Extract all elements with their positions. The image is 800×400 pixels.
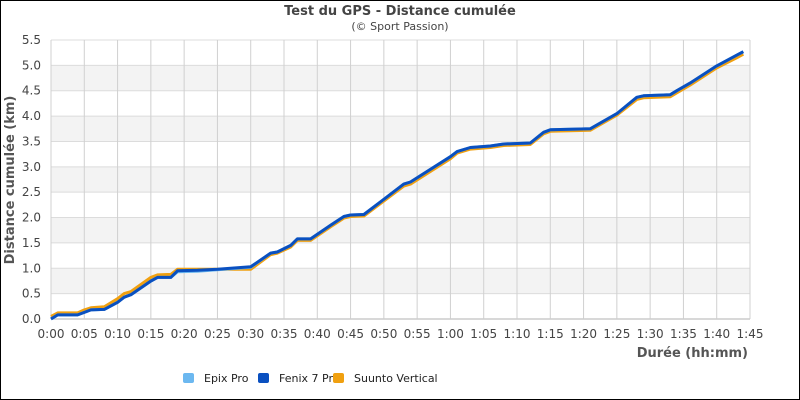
legend-label: Epix Pro [204,372,249,385]
y-tick-label: 0.5 [22,287,41,301]
x-tick-label: 0:20 [171,327,198,341]
y-tick-label: 5.5 [22,33,41,47]
chart-title: Test du GPS - Distance cumulée [284,4,516,19]
x-tick-label: 0:50 [370,327,397,341]
y-axis-label: Distance cumulée (km) [3,96,18,265]
x-tick-label: 1:20 [570,327,597,341]
x-tick-label: 0:55 [404,327,431,341]
x-tick-label: 1:45 [737,327,764,341]
x-tick-label: 0:10 [104,327,131,341]
chart-subtitle: (© Sport Passion) [351,20,448,33]
grid-band [51,268,750,294]
x-tick-label: 0:40 [304,327,331,341]
series-line-fenix-7-pro [50,50,745,321]
x-tick-label: 0:45 [337,327,364,341]
x-tick-label: 0:35 [271,327,298,341]
grid-band [51,65,750,91]
y-tick-label: 2.0 [22,211,41,225]
y-tick-label: 3.0 [22,160,41,174]
grid-band [51,116,750,142]
x-tick-label: 1:25 [603,327,630,341]
x-tick-label: 1:05 [470,327,497,341]
legend-label: Suunto Vertical [354,372,438,385]
y-tick-label: 5.0 [22,58,41,72]
x-tick-label: 0:15 [137,327,164,341]
x-tick-label: 1:10 [504,327,531,341]
y-tick-label: 4.0 [22,109,41,123]
legend-swatch [333,373,344,383]
x-tick-label: 0:25 [204,327,231,341]
x-axis-label: Durée (hh:mm) [637,346,748,361]
y-tick-label: 4.5 [22,84,41,98]
legend-label: Fenix 7 Pro [279,372,340,385]
grid-band [51,217,750,243]
x-tick-label: 1:30 [637,327,664,341]
x-tick-label: 1:00 [437,327,464,341]
x-tick-label: 1:35 [670,327,697,341]
x-tick-label: 1:15 [537,327,564,341]
legend-swatch [183,373,194,383]
y-tick-label: 0.0 [22,312,41,326]
y-tick-label: 1.5 [22,236,41,250]
y-tick-label: 1.0 [22,261,41,275]
y-tick-label: 3.5 [22,134,41,148]
x-tick-label: 1:40 [703,327,730,341]
x-tick-label: 0:00 [38,327,65,341]
x-tick-label: 0:05 [71,327,98,341]
x-tick-label: 0:30 [237,327,264,341]
legend-swatch [258,373,269,383]
y-tick-label: 2.5 [22,185,41,199]
legend: Epix Pro Fenix 7 Pro Suunto Vertical [183,372,438,385]
